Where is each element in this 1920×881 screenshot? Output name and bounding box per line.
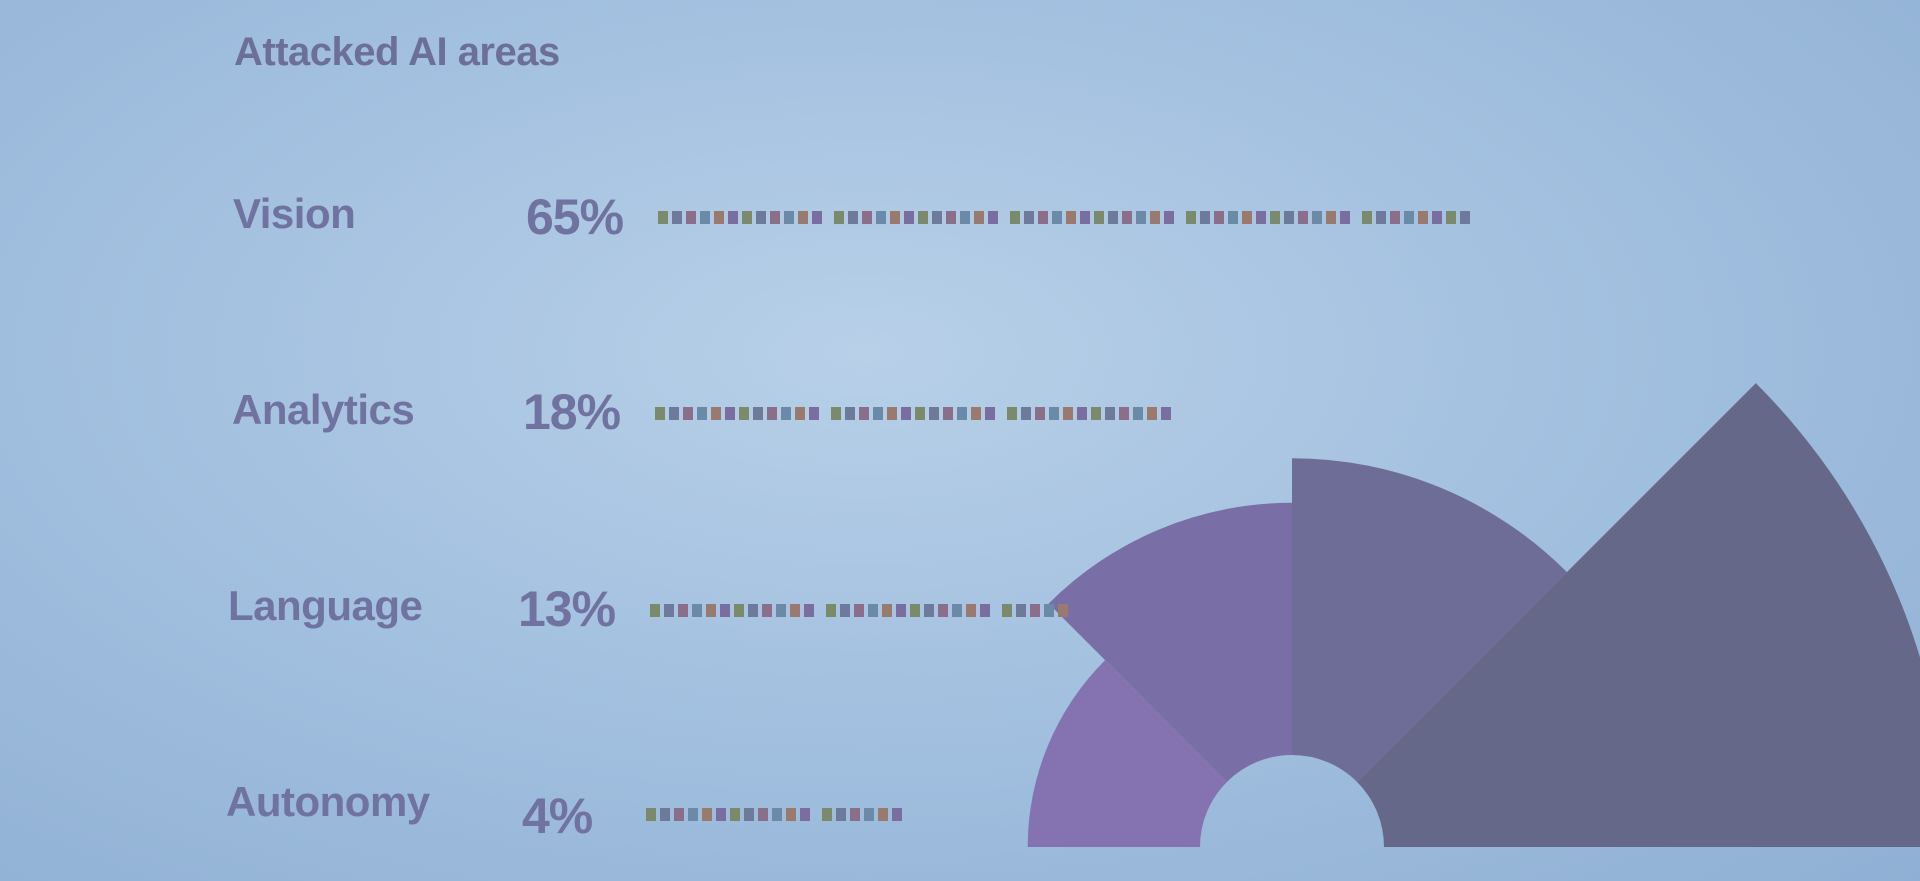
category-label-analytics: Analytics [232,386,415,433]
category-label-vision: Vision [233,190,356,237]
leader-line-vision [658,211,1470,224]
category-label-autonomy: Autonomy [226,778,430,825]
chart-title: Attacked AI areas [234,30,560,74]
value-label-language: 13% [518,581,616,637]
value-label-analytics: 18% [523,384,621,440]
leader-line-autonomy [646,808,902,821]
value-label-vision: 65% [526,189,624,245]
sector-vision [1357,383,1920,847]
sector-language [1048,502,1292,782]
category-label-language: Language [228,582,423,629]
sector-analytics [1292,458,1567,782]
leader-line-language [650,604,1068,617]
value-label-autonomy: 4% [522,788,593,844]
leader-line-analytics [655,407,1171,420]
sector-autonomy [1027,660,1227,847]
